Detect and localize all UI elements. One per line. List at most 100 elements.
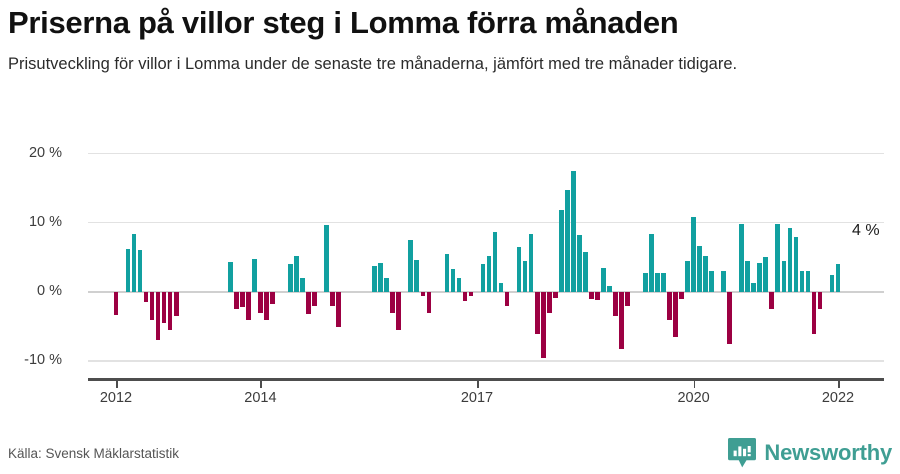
bar <box>246 292 251 320</box>
bar <box>173 292 179 317</box>
x-axis-tick-2020 <box>693 380 696 388</box>
source-note: Källa: Svensk Mäklarstatistik <box>8 446 180 461</box>
bar <box>252 258 257 292</box>
bar <box>149 292 155 320</box>
bar <box>372 266 378 292</box>
logo-wordmark: Newsworthy <box>764 440 892 465</box>
bar <box>763 257 769 292</box>
bar <box>378 262 384 292</box>
bar <box>769 292 775 310</box>
bar <box>288 264 293 292</box>
bar <box>558 210 564 292</box>
x-axis-tick-2017 <box>477 380 479 388</box>
bar <box>607 286 612 292</box>
gridline-0 <box>88 291 884 293</box>
bar <box>336 292 341 327</box>
bar <box>570 170 576 292</box>
bar <box>649 233 654 292</box>
bar <box>576 234 582 292</box>
bar <box>625 292 630 306</box>
bar <box>811 292 817 334</box>
bar <box>396 292 402 331</box>
bar <box>270 292 275 305</box>
bar <box>456 278 462 292</box>
bar <box>534 292 540 334</box>
bar <box>233 292 239 310</box>
bar <box>829 274 835 292</box>
bar <box>601 267 606 292</box>
bar <box>390 292 396 313</box>
bar <box>240 292 245 308</box>
x-axis-tick-2022 <box>838 380 840 388</box>
bar <box>408 240 414 292</box>
bar <box>709 271 714 292</box>
bar <box>564 189 570 292</box>
bar <box>294 256 299 292</box>
page-title: Priserna på villor steg i Lomma förra må… <box>8 5 679 40</box>
bar <box>258 292 263 313</box>
x-axis-label: 2017 <box>460 390 494 406</box>
x-axis-tick-2014 <box>260 380 262 388</box>
bar <box>384 278 390 292</box>
bar <box>155 292 161 341</box>
bar <box>594 292 600 301</box>
bar <box>667 292 672 320</box>
bar <box>793 236 799 292</box>
bar <box>751 283 757 292</box>
bar <box>787 228 793 292</box>
bar <box>757 262 763 292</box>
bar-chart-speech-bubble-icon <box>727 437 757 469</box>
x-axis-label: 2022 <box>821 390 855 406</box>
bar <box>498 283 504 292</box>
bar <box>480 264 486 292</box>
bar <box>613 292 618 317</box>
bar <box>619 292 624 349</box>
y-axis-label: 0 % <box>37 283 62 299</box>
gridline-10 <box>88 221 884 224</box>
bar <box>113 292 119 315</box>
bar <box>697 245 702 292</box>
bar <box>444 253 450 292</box>
bar <box>528 233 534 292</box>
bar <box>306 292 311 315</box>
bar <box>426 292 432 313</box>
bar <box>588 292 594 299</box>
chart-header: Priserna på villor steg i Lomma förra må… <box>8 0 892 77</box>
bar <box>582 251 588 292</box>
bar <box>492 232 498 292</box>
chart-plot-area: 20 % 10 % 0 % -10 % 2012 2014 2017 2020 2022 4 … <box>0 140 900 406</box>
bar <box>835 264 841 292</box>
chart-footer: Källa: Svensk Mäklarstatistik Newsworthy <box>0 430 900 474</box>
y-axis-label: 20 % <box>28 144 62 161</box>
bar <box>775 224 781 292</box>
bar <box>703 256 708 292</box>
bar <box>546 292 552 313</box>
bar <box>643 273 648 292</box>
newsworthy-logo: Newsworthy <box>727 436 892 470</box>
bar <box>673 292 678 337</box>
bar <box>300 278 305 292</box>
bar <box>264 292 269 320</box>
x-axis-label: 2012 <box>99 390 133 406</box>
bar <box>143 292 149 303</box>
bar <box>552 292 558 298</box>
bar-series <box>0 140 900 380</box>
bar <box>167 292 173 331</box>
last-value-annotation: 4 % <box>852 222 880 240</box>
bar <box>462 292 468 301</box>
bar <box>727 292 733 344</box>
bar <box>504 292 510 306</box>
gridline--10 <box>88 360 884 362</box>
y-axis-label: 10 % <box>28 213 62 230</box>
bar <box>516 247 522 292</box>
bar <box>161 292 167 324</box>
bar <box>330 292 335 306</box>
y-axis-label: -10 % <box>24 352 62 369</box>
bar <box>450 269 456 292</box>
bar <box>721 271 727 292</box>
bar <box>745 260 751 292</box>
bar <box>691 217 696 292</box>
bar <box>324 224 329 292</box>
bar <box>817 292 823 310</box>
